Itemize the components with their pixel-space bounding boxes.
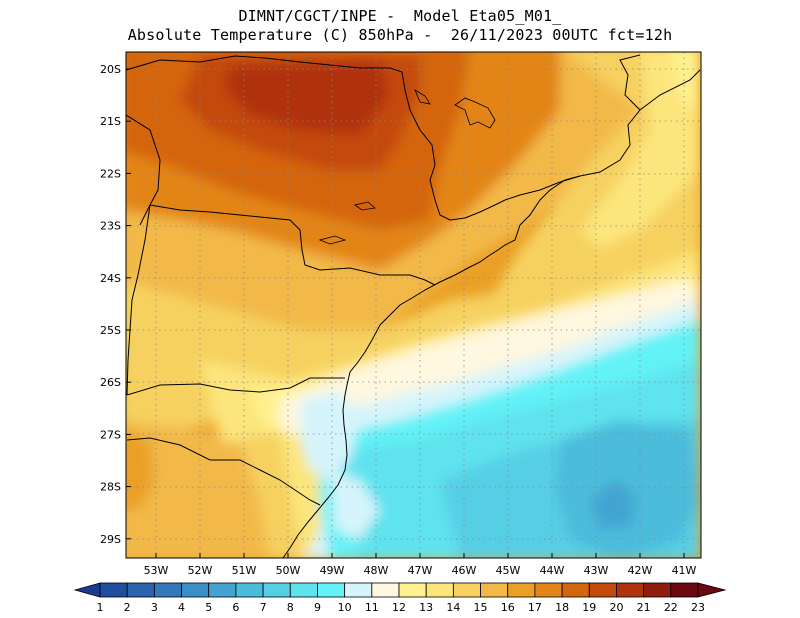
- lon-label-52W: 52W: [188, 564, 213, 577]
- lon-label-51W: 51W: [232, 564, 257, 577]
- colorbar-label: 20: [609, 601, 623, 614]
- lat-label-28S: 28S: [100, 481, 121, 494]
- lon-label-48W: 48W: [364, 564, 389, 577]
- colorbar-label: 16: [501, 601, 515, 614]
- colorbar-swatch: [616, 582, 645, 598]
- lat-label-20S: 20S: [100, 63, 121, 76]
- colorbar: [73, 582, 727, 598]
- colorbar-swatch: [181, 582, 210, 598]
- temperature-field: [126, 52, 701, 558]
- colorbar-swatch: [670, 582, 699, 598]
- lon-label-45W: 45W: [496, 564, 521, 577]
- colorbar-label: 10: [338, 601, 352, 614]
- colorbar-label: 23: [691, 601, 705, 614]
- lat-label-23S: 23S: [100, 220, 121, 233]
- political-boundaries: [126, 54, 701, 558]
- lat-label-27S: 27S: [100, 428, 121, 441]
- colorbar-label: 17: [528, 601, 542, 614]
- lat-label-26S: 26S: [100, 376, 121, 389]
- colorbar-left-arrow: [73, 582, 101, 598]
- chart-title-line-1: DIMNT/CGCT/INPE - Model Eta05_M01_: [238, 7, 562, 25]
- colorbar-label: 18: [555, 601, 569, 614]
- latitude-labels: 20S 21S 22S 23S 24S 25S 26S 27S 28S 29S: [100, 63, 131, 546]
- lon-label-41W: 41W: [672, 564, 697, 577]
- map-frame: [125, 51, 702, 559]
- colorbar-label: 11: [365, 601, 379, 614]
- lat-lon-grid: [126, 52, 701, 558]
- colorbar-label: 14: [446, 601, 460, 614]
- colorbar-swatch: [262, 582, 291, 598]
- colorbar-swatch: [371, 582, 400, 598]
- colorbar-swatch: [126, 582, 155, 598]
- colorbar-swatch: [643, 582, 672, 598]
- colorbar-swatch: [153, 582, 182, 598]
- colorbar-swatch: [235, 582, 264, 598]
- colorbar-swatch: [99, 582, 128, 598]
- colorbar-label: 9: [314, 601, 321, 614]
- colorbar-label: 2: [124, 601, 131, 614]
- lon-label-47W: 47W: [408, 564, 433, 577]
- colorbar-swatch: [425, 582, 454, 598]
- colorbar-label: 7: [260, 601, 267, 614]
- lat-label-24S: 24S: [100, 272, 121, 285]
- chart-title-line-2: Absolute Temperature (C) 850hPa - 26/11/…: [127, 26, 673, 44]
- lon-label-49W: 49W: [320, 564, 345, 577]
- colorbar-labels: 1 2 3 4 5 6 7 8 9 10 11 12 13 14 15 16 17 18 19 20 21 22 23: [97, 601, 706, 614]
- colorbar-swatch: [588, 582, 617, 598]
- colorbar-swatch: [317, 582, 346, 598]
- colorbar-swatch: [452, 582, 481, 598]
- lon-label-50W: 50W: [276, 564, 301, 577]
- colorbar-label: 22: [664, 601, 678, 614]
- lon-label-46W: 46W: [452, 564, 477, 577]
- colorbar-label: 19: [582, 601, 596, 614]
- colorbar-swatch: [344, 582, 373, 598]
- colorbar-label: 4: [178, 601, 185, 614]
- lon-label-44W: 44W: [540, 564, 565, 577]
- colorbar-swatch: [480, 582, 509, 598]
- colorbar-swatch: [534, 582, 563, 598]
- lat-label-22S: 22S: [100, 167, 121, 180]
- lat-label-21S: 21S: [100, 115, 121, 128]
- colorbar-label: 13: [419, 601, 433, 614]
- colorbar-swatch: [208, 582, 237, 598]
- colorbar-swatch: [398, 582, 427, 598]
- colorbar-right-arrow: [697, 582, 727, 598]
- lon-label-53W: 53W: [144, 564, 169, 577]
- colorbar-label: 8: [287, 601, 294, 614]
- lat-label-25S: 25S: [100, 324, 121, 337]
- longitude-labels: 53W 52W 51W 50W 49W 48W 47W 46W 45W 44W 43W 42W 41W: [144, 553, 697, 577]
- colorbar-swatch: [289, 582, 318, 598]
- colorbar-label: 6: [232, 601, 239, 614]
- lat-label-29S: 29S: [100, 533, 121, 546]
- colorbar-label: 12: [392, 601, 406, 614]
- colorbar-swatch: [507, 582, 536, 598]
- colorbar-label: 15: [474, 601, 488, 614]
- colorbar-label: 3: [151, 601, 158, 614]
- colorbar-label: 5: [205, 601, 212, 614]
- colorbar-swatch: [561, 582, 590, 598]
- lon-label-42W: 42W: [628, 564, 653, 577]
- lon-label-43W: 43W: [584, 564, 609, 577]
- colorbar-label: 21: [637, 601, 651, 614]
- colorbar-label: 1: [97, 601, 104, 614]
